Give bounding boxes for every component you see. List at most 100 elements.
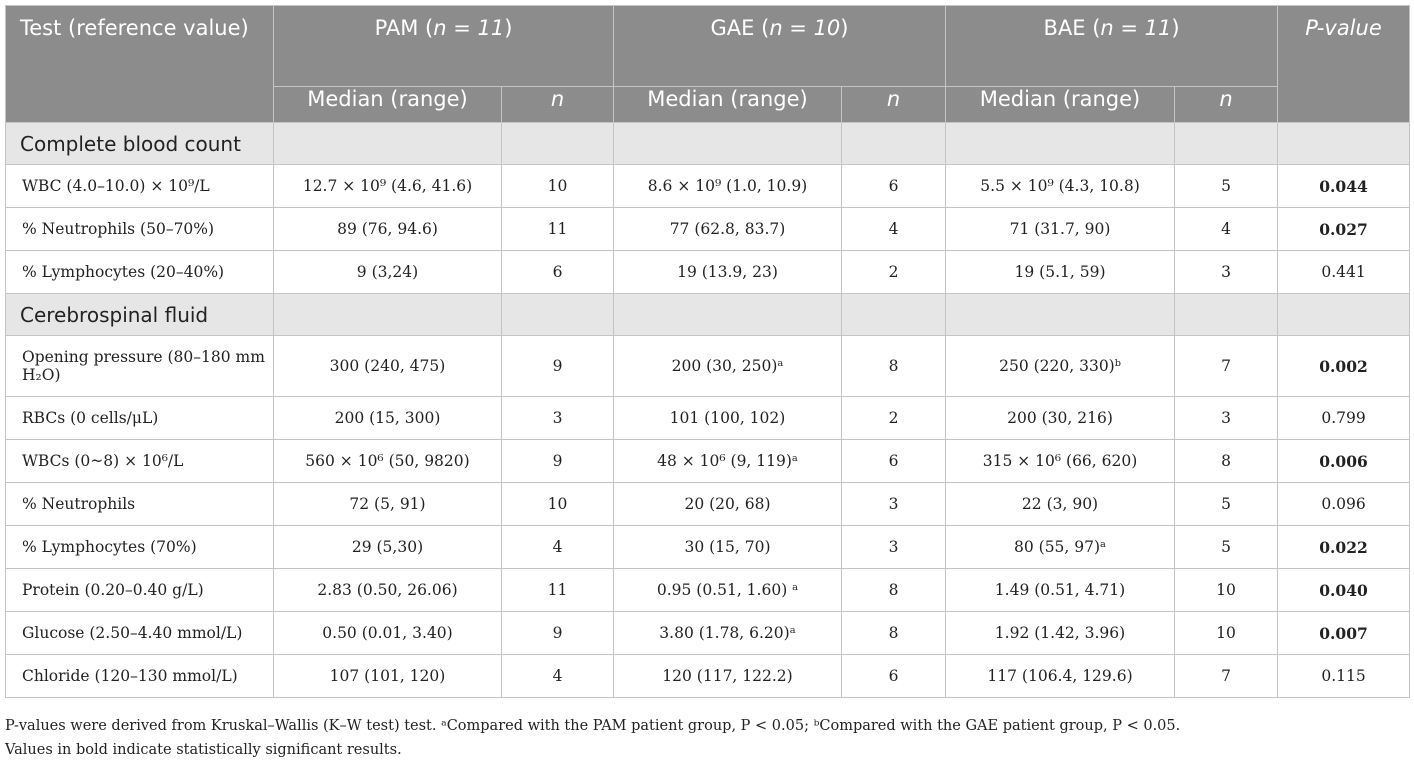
cell-pam-median: 107 (101, 120) — [273, 654, 502, 698]
cell-pam-n: 4 — [501, 654, 614, 698]
cell-pam-n: 11 — [501, 207, 614, 251]
table-row: % Neutrophils 72 (5, 91) 10 20 (20, 68) 3 22 … — [5, 482, 1411, 526]
cell-test: % Lymphocytes (20–40%) — [5, 250, 274, 294]
cell-gae-n: 6 — [840, 164, 947, 208]
section-cell — [501, 293, 614, 336]
header-n: n — [501, 86, 614, 123]
cell-pam-n: 11 — [501, 568, 614, 612]
cell-bae-median: 200 (30, 216) — [945, 396, 1176, 440]
cell-gae-n: 8 — [840, 568, 947, 612]
table-row: % Lymphocytes (70%) 29 (5,30) 4 30 (15, 70)… — [5, 525, 1411, 569]
table-row: % Neutrophils (50–70%) 89 (76, 94.6) 11 77 … — [5, 207, 1411, 251]
header-median: Median (range) — [945, 86, 1176, 123]
cell-bae-median: 1.92 (1.42, 3.96) — [945, 611, 1176, 655]
section-title: Cerebrospinal fluid — [5, 293, 274, 336]
results-table: Test (reference value) PAM (n = 11) GAE … — [5, 5, 1411, 698]
section-row: Complete blood count — [5, 122, 1411, 165]
cell-pvalue: 0.040 — [1277, 568, 1411, 612]
cell-gae-median: 77 (62.8, 83.7) — [613, 207, 842, 251]
cell-bae-n: 5 — [1174, 164, 1279, 208]
header-n: n — [1174, 86, 1279, 123]
cell-test: Chloride (120–130 mmol/L) — [5, 654, 274, 698]
header-group-bae: BAE (n = 11) — [945, 5, 1279, 87]
section-cell — [945, 293, 1176, 336]
cell-bae-n: 4 — [1174, 207, 1279, 251]
cell-test: WBC (4.0–10.0) × 10⁹/L — [5, 164, 274, 208]
cell-gae-n: 2 — [840, 250, 947, 294]
cell-pvalue: 0.799 — [1277, 396, 1411, 440]
cell-gae-median: 200 (30, 250)ᵃ — [613, 335, 842, 397]
cell-test: % Neutrophils (50–70%) — [5, 207, 274, 251]
footnote-bold: Values in bold indicate statistically si… — [5, 742, 402, 758]
cell-pvalue: 0.007 — [1277, 611, 1411, 655]
table-row: Glucose (2.50–4.40 mmol/L) 0.50 (0.01, 3.… — [5, 611, 1411, 655]
cell-gae-n: 6 — [840, 654, 947, 698]
cell-pam-median: 29 (5,30) — [273, 525, 502, 569]
cell-pam-n: 9 — [501, 335, 614, 397]
cell-gae-median: 48 × 10⁶ (9, 119)ᵃ — [613, 439, 842, 483]
cell-bae-n: 3 — [1174, 396, 1279, 440]
cell-test: Opening pressure (80–180 mm H₂O) — [5, 335, 274, 397]
cell-pam-median: 2.83 (0.50, 26.06) — [273, 568, 502, 612]
table-footnotes: P-values were derived from Kruskal–Walli… — [5, 714, 1180, 762]
cell-gae-median: 101 (100, 102) — [613, 396, 842, 440]
cell-pvalue: 0.096 — [1277, 482, 1411, 526]
header-test: Test (reference value) — [5, 5, 274, 123]
cell-pam-median: 89 (76, 94.6) — [273, 207, 502, 251]
header-median: Median (range) — [273, 86, 502, 123]
cell-gae-median: 8.6 × 10⁹ (1.0, 10.9) — [613, 164, 842, 208]
cell-test: % Neutrophils — [5, 482, 274, 526]
section-cell — [945, 122, 1176, 165]
cell-bae-n: 7 — [1174, 335, 1279, 397]
cell-bae-median: 5.5 × 10⁹ (4.3, 10.8) — [945, 164, 1176, 208]
table-row: Protein (0.20–0.40 g/L) 2.83 (0.50, 26.06… — [5, 568, 1411, 612]
cell-gae-n: 6 — [840, 439, 947, 483]
cell-test: WBCs (0~8) × 10⁶/L — [5, 439, 274, 483]
cell-bae-n: 8 — [1174, 439, 1279, 483]
cell-bae-median: 80 (55, 97)ᵃ — [945, 525, 1176, 569]
table-row: RBCs (0 cells/μL) 200 (15, 300) 3 101 (100,… — [5, 396, 1411, 440]
section-row: Cerebrospinal fluid — [5, 293, 1411, 336]
cell-test: Glucose (2.50–4.40 mmol/L) — [5, 611, 274, 655]
section-cell — [501, 122, 614, 165]
section-cell — [613, 293, 842, 336]
header-group-pam: PAM (n = 11) — [273, 5, 614, 87]
section-cell — [1174, 293, 1279, 336]
cell-bae-n: 7 — [1174, 654, 1279, 698]
cell-gae-n: 8 — [840, 611, 947, 655]
cell-gae-median: 120 (117, 122.2) — [613, 654, 842, 698]
section-cell — [273, 122, 502, 165]
table-row: WBCs (0~8) × 10⁶/L 560 × 10⁶ (50, 9820) 9 4… — [5, 439, 1411, 483]
cell-gae-n: 3 — [840, 482, 947, 526]
cell-bae-median: 117 (106.4, 129.6) — [945, 654, 1176, 698]
cell-pam-n: 9 — [501, 611, 614, 655]
cell-test: % Lymphocytes (70%) — [5, 525, 274, 569]
header-group-gae: GAE (n = 10) — [612, 5, 947, 87]
cell-pvalue: 0.115 — [1277, 654, 1411, 698]
cell-test: RBCs (0 cells/μL) — [5, 396, 274, 440]
cell-pvalue: 0.044 — [1277, 164, 1411, 208]
cell-pam-median: 300 (240, 475) — [273, 335, 502, 397]
section-cell — [273, 293, 502, 336]
cell-bae-n: 10 — [1174, 568, 1279, 612]
cell-bae-n: 5 — [1174, 482, 1279, 526]
cell-pam-n: 10 — [501, 164, 614, 208]
cell-bae-median: 71 (31.7, 90) — [945, 207, 1176, 251]
section-title: Complete blood count — [5, 122, 274, 165]
footnote-method: P-values were derived from Kruskal–Walli… — [5, 718, 1181, 734]
cell-gae-n: 2 — [840, 396, 947, 440]
cell-gae-n: 8 — [840, 335, 947, 397]
cell-pvalue: 0.022 — [1277, 525, 1411, 569]
cell-pam-n: 4 — [501, 525, 614, 569]
cell-bae-n: 5 — [1174, 525, 1279, 569]
cell-bae-n: 10 — [1174, 611, 1279, 655]
cell-bae-median: 22 (3, 90) — [945, 482, 1176, 526]
cell-gae-n: 4 — [840, 207, 947, 251]
cell-pvalue: 0.006 — [1277, 439, 1411, 483]
cell-gae-median: 20 (20, 68) — [613, 482, 842, 526]
section-cell — [840, 122, 947, 165]
cell-pam-n: 9 — [501, 439, 614, 483]
cell-pam-median: 200 (15, 300) — [273, 396, 502, 440]
cell-pam-median: 0.50 (0.01, 3.40) — [273, 611, 502, 655]
header-median: Median (range) — [613, 86, 842, 123]
